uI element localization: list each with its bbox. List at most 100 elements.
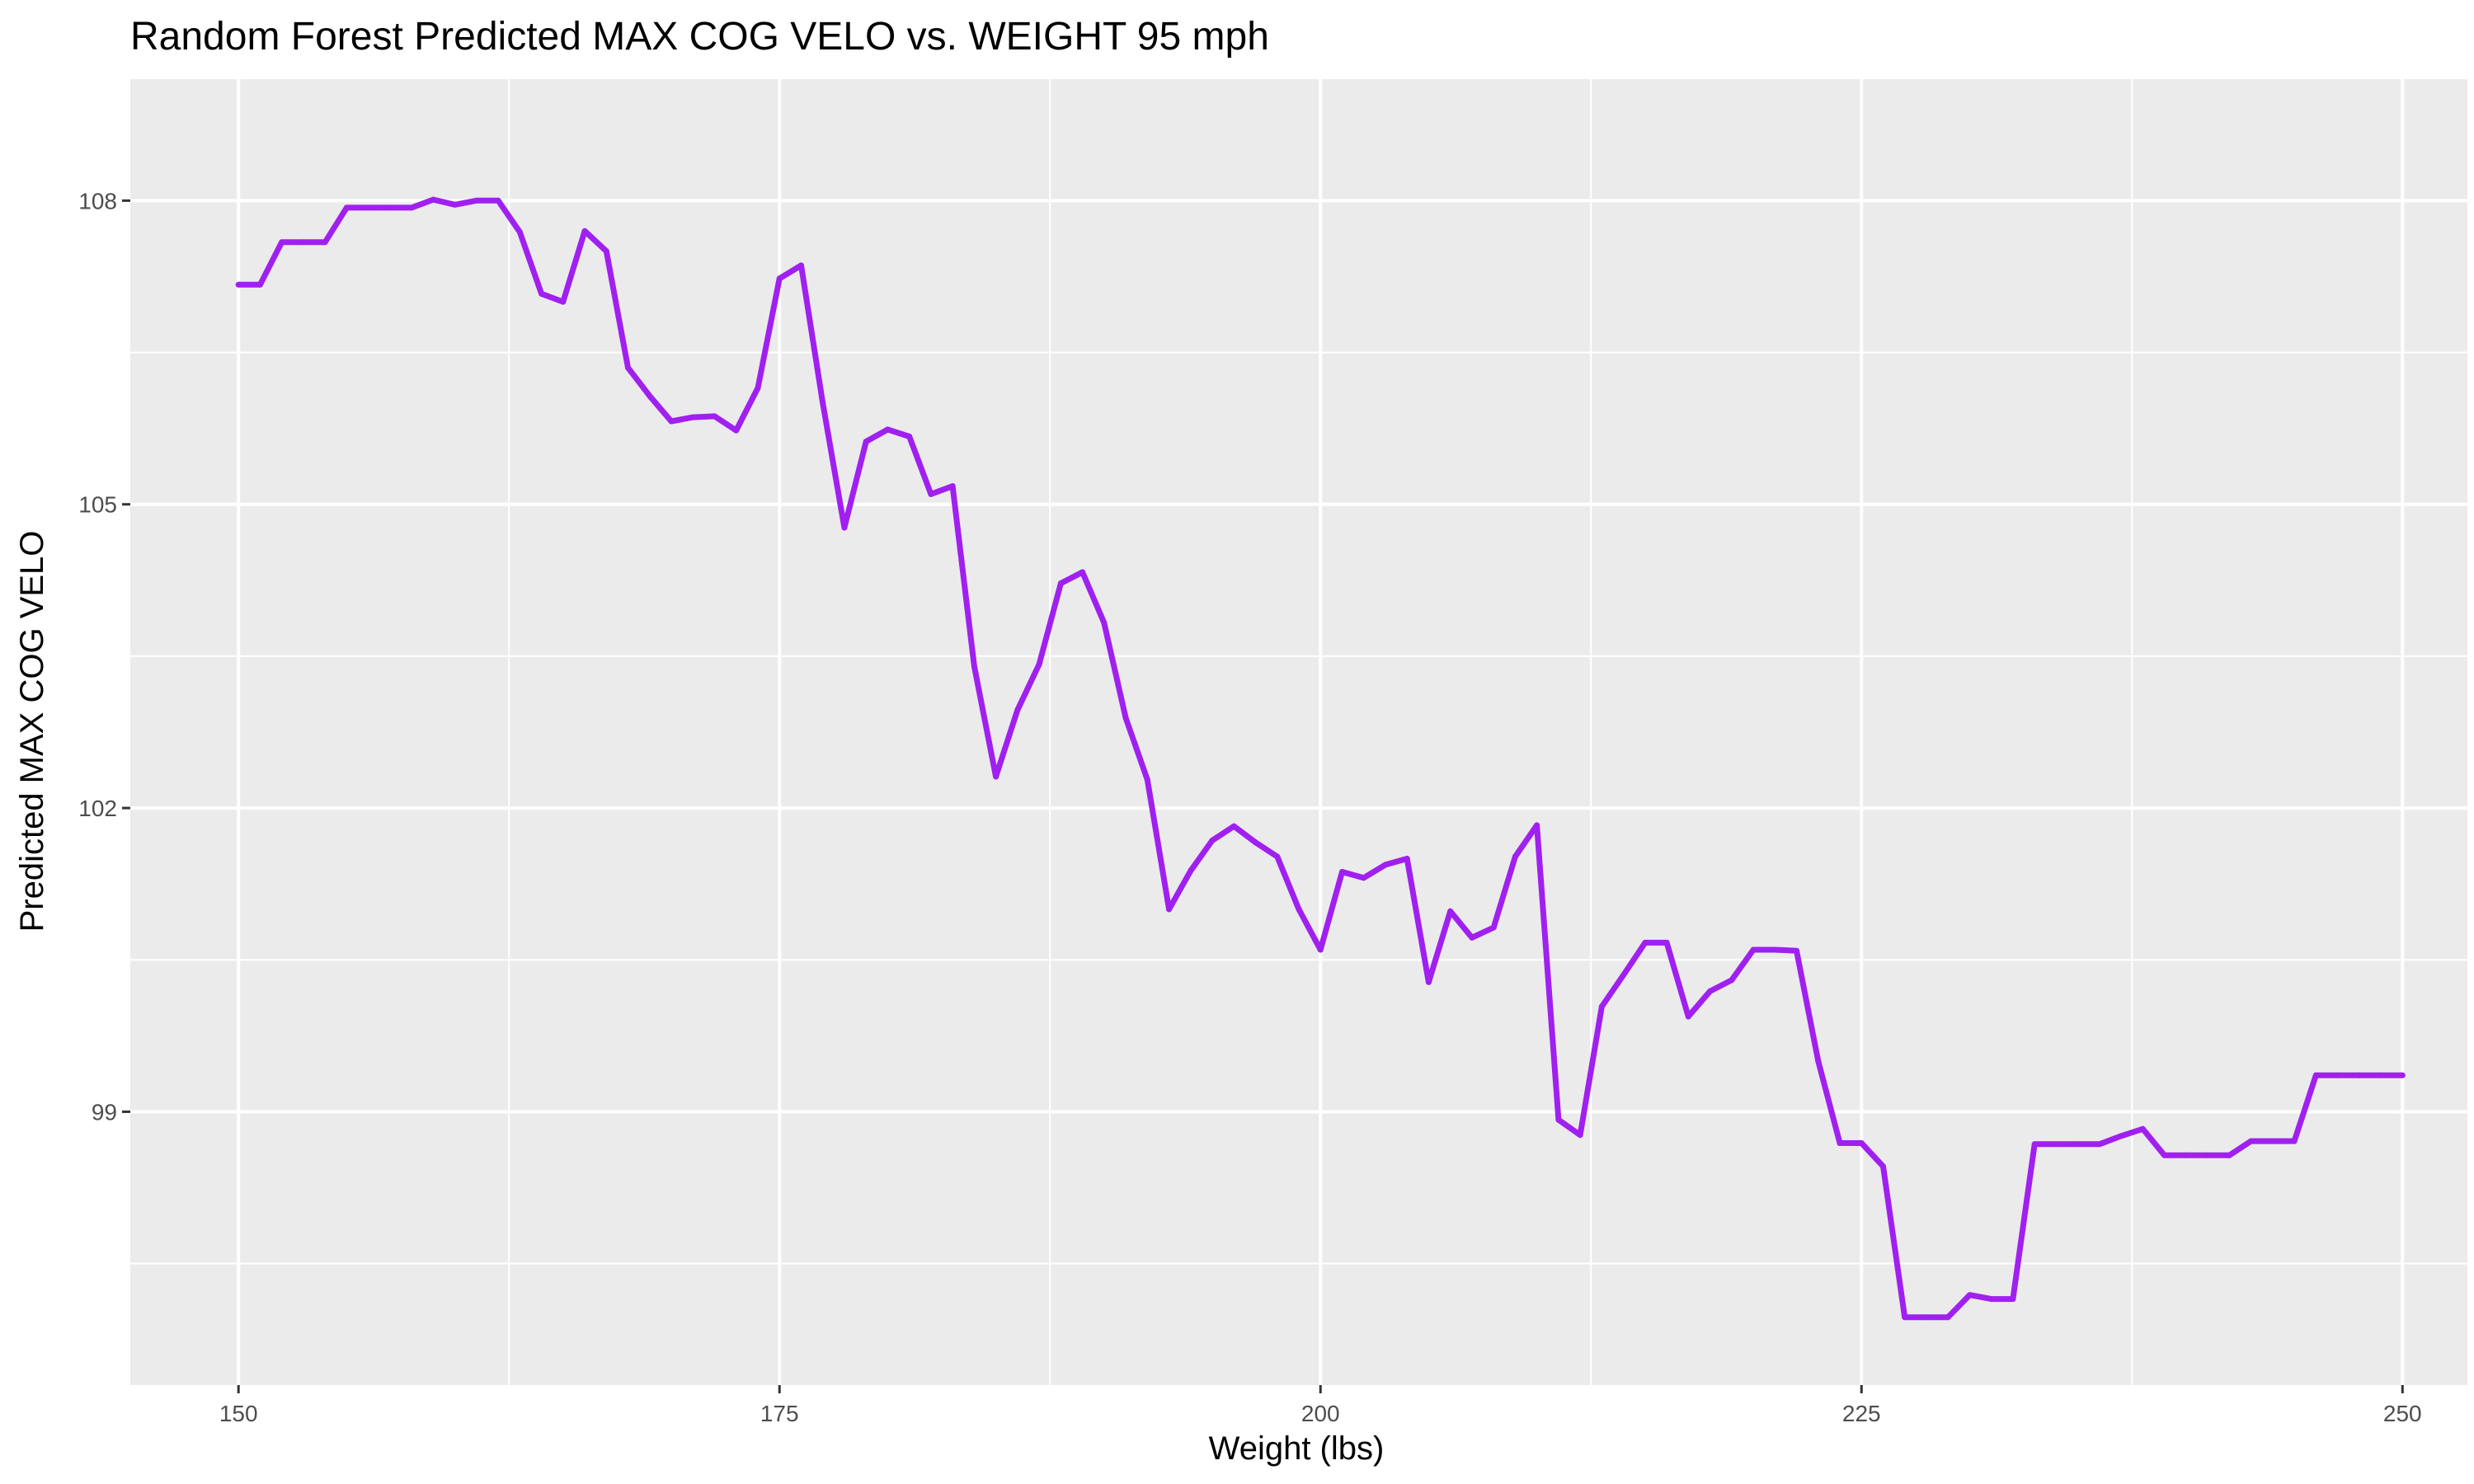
- data-point: [256, 281, 263, 288]
- data-point: [1079, 569, 1086, 575]
- data-point: [1014, 707, 1021, 713]
- data-point: [1967, 1292, 1973, 1298]
- data-point: [712, 413, 717, 420]
- x-tick-label: 150: [219, 1401, 258, 1426]
- data-point: [1339, 869, 1345, 875]
- data-point: [1598, 1003, 1605, 1010]
- data-point: [841, 524, 848, 531]
- data-point: [1729, 977, 1735, 984]
- data-point: [1512, 853, 1518, 860]
- data-point: [1469, 934, 1475, 941]
- data-point: [495, 197, 501, 204]
- data-point: [2183, 1152, 2189, 1158]
- data-point: [2291, 1138, 2298, 1144]
- data-point: [539, 290, 545, 297]
- data-point: [2161, 1152, 2168, 1158]
- data-point: [798, 262, 804, 269]
- data-point: [1188, 867, 1194, 874]
- data-point: [1577, 1132, 1583, 1139]
- data-point: [322, 239, 328, 246]
- data-point: [625, 364, 631, 371]
- data-point: [689, 414, 696, 420]
- data-point: [516, 228, 523, 235]
- data-point: [2356, 1072, 2363, 1078]
- x-tick-label: 250: [2383, 1401, 2422, 1426]
- y-tick-label: 105: [78, 492, 117, 518]
- data-point: [971, 663, 977, 669]
- data-point: [1923, 1314, 1930, 1321]
- data-point: [1274, 853, 1281, 860]
- data-point: [820, 400, 826, 406]
- data-point: [1534, 822, 1540, 829]
- data-point: [1988, 1296, 1995, 1303]
- data-point: [343, 204, 350, 211]
- data-point: [1858, 1140, 1865, 1146]
- y-axis: 99 102 105 108: [78, 188, 130, 1125]
- data-point: [279, 239, 285, 246]
- data-point: [776, 275, 783, 282]
- chart-title: Random Forest Predicted MAX COG VELO vs.…: [130, 15, 1269, 59]
- data-point: [1707, 988, 1714, 994]
- data-point: [365, 204, 372, 211]
- x-axis-title: Weight (lbs): [1209, 1430, 1385, 1467]
- data-point: [2053, 1141, 2059, 1148]
- data-point: [1490, 924, 1497, 931]
- data-point: [408, 204, 415, 211]
- x-axis: 150 175 200 225 250: [219, 1385, 2422, 1426]
- data-point: [1425, 979, 1432, 985]
- data-point: [2335, 1072, 2341, 1078]
- data-point: [387, 204, 393, 211]
- data-point: [755, 385, 761, 391]
- data-point: [1036, 661, 1042, 668]
- data-point: [1122, 715, 1129, 721]
- data-point: [1404, 856, 1410, 862]
- data-point: [1880, 1163, 1886, 1170]
- data-point: [1209, 837, 1216, 843]
- data-point: [581, 228, 588, 234]
- data-point: [884, 426, 891, 433]
- data-point: [2204, 1152, 2211, 1158]
- minor-gridlines: [130, 79, 2467, 1385]
- data-point: [1057, 580, 1064, 586]
- data-point: [430, 196, 436, 203]
- data-point: [1101, 619, 1108, 626]
- data-point: [1361, 875, 1367, 881]
- x-tick-label: 200: [1301, 1401, 1340, 1426]
- x-tick-label: 225: [1842, 1401, 1881, 1426]
- data-point: [733, 427, 740, 434]
- data-point: [1837, 1140, 1843, 1146]
- data-point: [2031, 1141, 2038, 1148]
- data-point: [2075, 1141, 2081, 1148]
- data-point: [2248, 1138, 2255, 1144]
- data-point: [1317, 946, 1324, 953]
- data-point: [560, 298, 567, 305]
- data-point: [452, 201, 459, 208]
- data-point: [1642, 939, 1649, 946]
- data-point: [906, 434, 913, 439]
- data-point: [603, 248, 609, 255]
- data-point: [1794, 947, 1799, 954]
- major-gridlines: [130, 79, 2467, 1385]
- data-point: [1230, 823, 1237, 829]
- data-point: [1447, 908, 1454, 914]
- data-point: [1663, 939, 1670, 946]
- data-point: [1685, 1013, 1691, 1020]
- x-tick-label: 175: [760, 1401, 799, 1426]
- data-point: [300, 239, 307, 246]
- data-point: [2096, 1141, 2103, 1148]
- data-point: [1815, 1058, 1822, 1064]
- y-axis-title: Predicted MAX COG VELO: [14, 531, 50, 932]
- data-point: [863, 439, 869, 445]
- y-tick-label: 108: [78, 188, 117, 214]
- plot-panel: [130, 79, 2467, 1385]
- data-point: [949, 483, 956, 490]
- data-point: [1296, 906, 1302, 913]
- data-point: [1771, 946, 1778, 953]
- data-point: [235, 281, 242, 288]
- data-point: [1382, 862, 1389, 868]
- data-point: [2010, 1296, 2016, 1303]
- data-point: [1144, 777, 1150, 783]
- data-point: [647, 392, 653, 399]
- y-tick-label: 99: [92, 1099, 117, 1125]
